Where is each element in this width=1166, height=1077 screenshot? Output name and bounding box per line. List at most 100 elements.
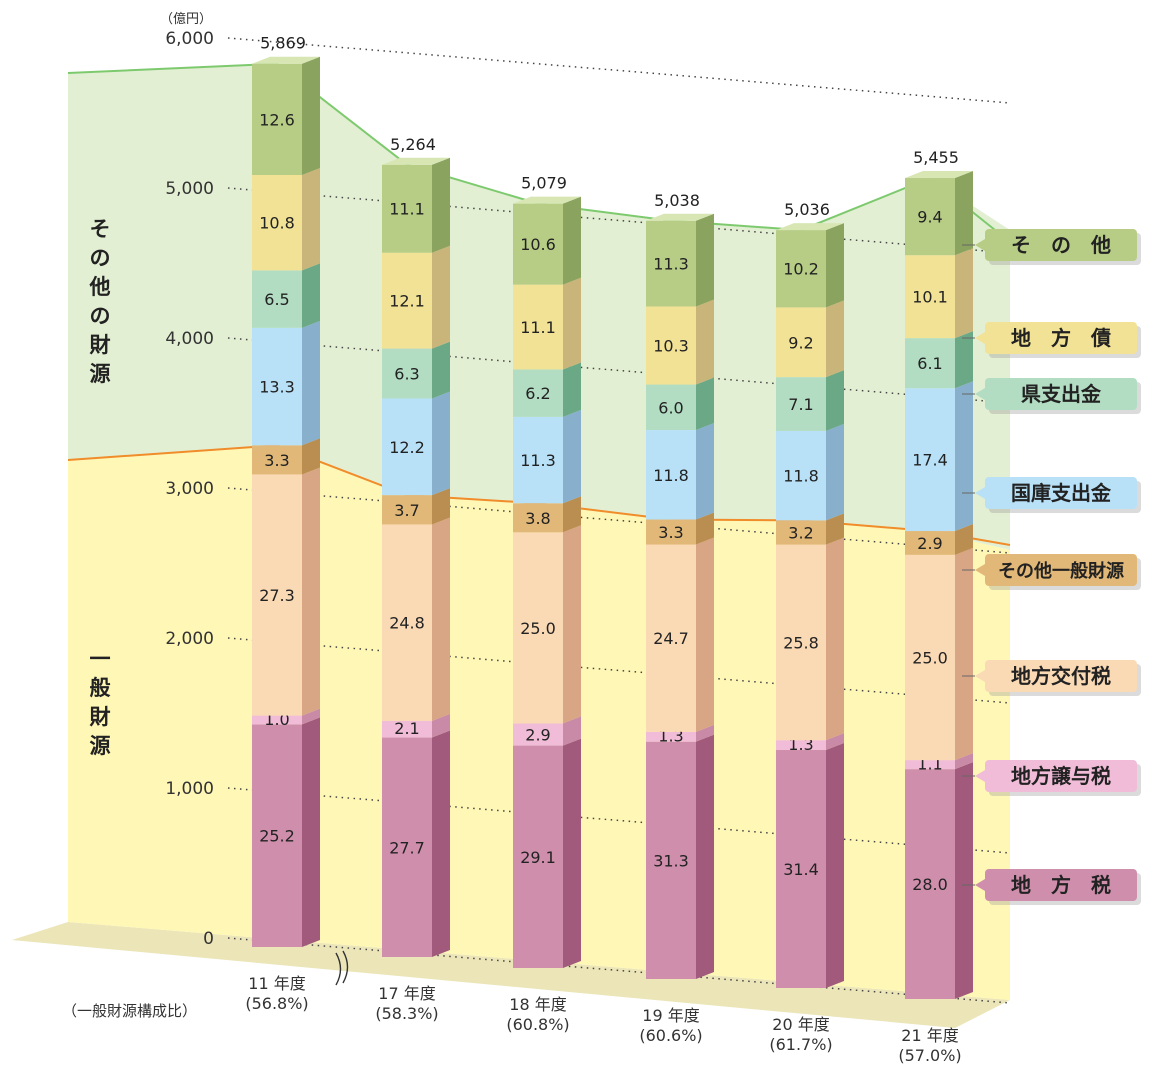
data-label: 25.2 [259,827,295,846]
ratio-caption: （一般財源構成比） [62,1002,198,1020]
bar-segment [513,532,563,724]
bar-segment [513,416,563,504]
gridline [227,37,1011,104]
legend-pointer [975,670,985,682]
bar-top-face [382,157,450,165]
legend-pointer [975,388,985,400]
bar-segment [252,724,302,947]
y-tick-label: 3,000 [165,479,214,499]
category-label: 17 年度 [378,984,435,1003]
bar-segment-side [302,320,320,446]
legend-label: 地方譲与税 [1011,764,1111,788]
bar-segment-side [955,753,973,770]
data-label: 11.8 [783,467,819,486]
bar-segment [382,737,432,957]
data-label: 29.1 [520,848,556,867]
data-label: 31.3 [653,851,689,870]
data-label: 9.2 [788,333,813,352]
legend-box [985,322,1137,354]
bar-segment-side [955,381,973,532]
total-label: 5,264 [390,135,436,154]
bar-segment-side [302,263,320,328]
bar-segment [252,175,302,271]
bar-segment-side [432,713,450,738]
bar-segment [905,769,955,999]
bar-segment-side [563,496,581,533]
bar-segment-side [696,213,714,307]
bar-segment-side [955,248,973,339]
bar-segment-side [432,341,450,399]
data-label: 3.8 [525,509,550,528]
region-label-general: 一般財源 [89,647,111,758]
data-label: 6.5 [264,290,289,309]
bar-segment [646,741,696,979]
bar-segment [382,252,432,349]
data-label: 25.0 [520,619,556,638]
y-tick-label: 4,000 [165,329,214,349]
total-label: 5,038 [654,191,700,210]
legend-pointer [975,564,985,576]
data-label: 12.2 [389,438,425,457]
data-label: 2.9 [917,534,942,553]
data-label: 3.3 [264,451,289,470]
legend-box [985,229,1137,261]
bar-segment-side [955,331,973,389]
bar-segment [513,369,563,417]
y-tick-label: 2,000 [165,629,214,649]
total-label: 5,036 [784,200,830,219]
bar-segment [382,398,432,496]
bar-segment-side [563,525,581,724]
bar-top-face [905,171,973,179]
bar-segment-side [955,547,973,761]
bar-segment-side [696,537,714,732]
bar-segment [776,520,826,545]
legend-label: 国庫支出金 [1011,481,1112,505]
data-label: 13.3 [259,378,295,397]
bar-segment [513,284,563,370]
bar-segment-side [696,299,714,385]
legend-label: 地方交付税 [1011,664,1111,688]
bar-segment [905,531,955,555]
bar-segment [646,519,696,545]
bar-segment [646,306,696,385]
bar-top-face [252,56,320,64]
legend-box [985,477,1137,509]
bar-segment-side [302,438,320,475]
bar-segment [776,430,826,521]
bar-segment [776,750,826,988]
bar-segment [382,720,432,738]
data-label: 10.8 [259,214,295,233]
data-label: 11.8 [653,466,689,485]
bar-segment-side [563,196,581,285]
legend-box [985,554,1137,586]
legend-pointer [975,239,985,251]
bar-segment [646,544,696,732]
bar-segment [776,544,826,741]
bar-segment-side [563,362,581,417]
legend-pointer [975,332,985,344]
category-ratio: (58.3%) [375,1004,438,1023]
bar-segment [905,178,955,256]
data-label: 3.2 [788,523,813,542]
data-label: 6.1 [917,354,942,373]
bar-segment-side [696,512,714,545]
category-label: 18 年度 [509,995,566,1014]
data-label: 27.7 [389,838,425,857]
data-label: 3.7 [394,501,419,520]
bar-segment-side [432,157,450,253]
data-label: 31.4 [783,860,819,879]
data-label: 12.1 [389,292,425,311]
data-label: 11.3 [653,255,689,274]
data-label: 25.8 [783,633,819,652]
legend-box [985,660,1137,692]
axis-break [335,952,342,986]
data-label: 17.4 [912,451,948,470]
bar-segment-side [563,738,581,968]
category-label: 21 年度 [901,1026,958,1045]
bar-segment [776,740,826,751]
bar-segment [905,554,955,761]
bar-segment [905,388,955,532]
legend-box [985,760,1137,792]
bar-segment-side [696,423,714,520]
bar-segment [252,445,302,475]
